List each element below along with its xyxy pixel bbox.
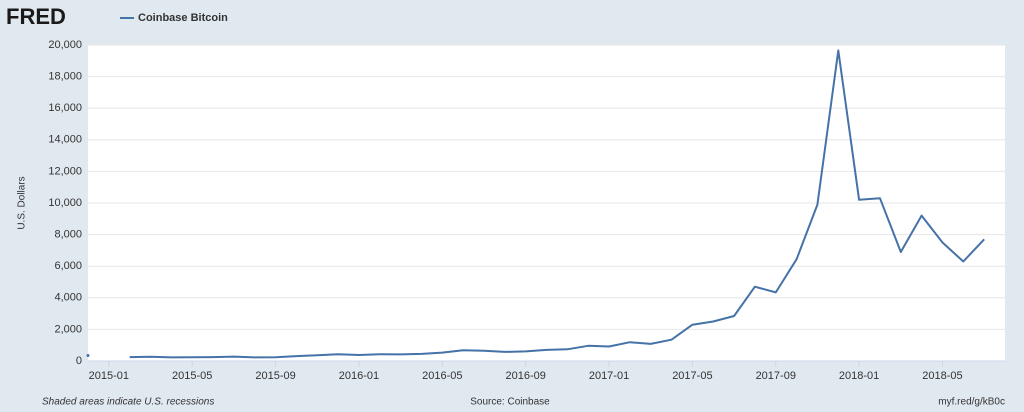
- y-tick-label: 6,000: [54, 260, 82, 272]
- data-point: [86, 353, 90, 357]
- x-tick-label: 2016-05: [422, 370, 462, 382]
- x-tick-label: 2015-09: [255, 370, 295, 382]
- x-tick-label: 2017-01: [589, 370, 629, 382]
- y-tick-label: 10,000: [48, 197, 82, 209]
- x-tick-label: 2016-09: [505, 370, 545, 382]
- y-tick-label: 12,000: [48, 165, 82, 177]
- footnote: Shaded areas indicate U.S. recessions: [42, 397, 214, 408]
- source: Source: Coinbase: [470, 397, 550, 408]
- y-axis-label: U.S. Dollars: [17, 176, 28, 229]
- legend-label: Coinbase Bitcoin: [138, 12, 228, 24]
- x-tick-label: 2016-01: [339, 370, 379, 382]
- y-tick-label: 14,000: [48, 134, 82, 146]
- y-tick-label: 0: [76, 355, 82, 367]
- data-line: [129, 49, 985, 359]
- y-tick-label: 2,000: [54, 323, 82, 335]
- y-tick-label: 18,000: [48, 71, 82, 83]
- x-tick-label: 2015-01: [89, 370, 129, 382]
- y-tick-label: 20,000: [48, 39, 82, 51]
- x-tick-label: 2018-01: [839, 370, 879, 382]
- x-tick-label: 2018-05: [922, 370, 962, 382]
- x-tick-label: 2017-09: [756, 370, 796, 382]
- y-tick-label: 8,000: [54, 229, 82, 241]
- y-tick-label: 4,000: [54, 292, 82, 304]
- x-tick-label: 2017-05: [672, 370, 712, 382]
- y-tick-label: 16,000: [48, 102, 82, 114]
- x-tick-label: 2015-05: [172, 370, 212, 382]
- url: myf.red/g/kB0c: [938, 397, 1005, 408]
- brand-logo: FRED: [6, 4, 66, 29]
